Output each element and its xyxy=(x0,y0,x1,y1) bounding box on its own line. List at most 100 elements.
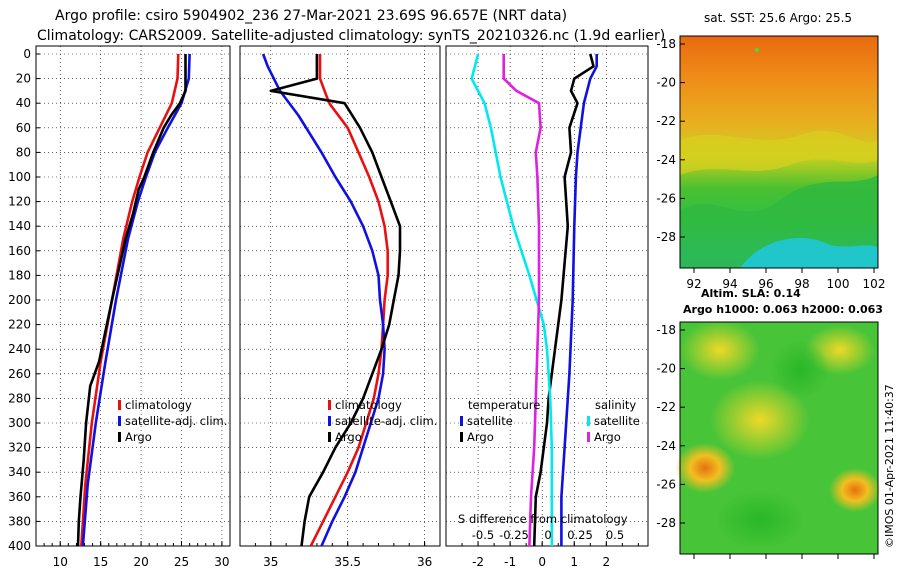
legend-swatch-temp-argo xyxy=(460,432,463,442)
legend-group-salinity: salinity xyxy=(595,398,636,412)
salinity-legend: climatology satellite-adj. clim. Argo xyxy=(328,398,437,444)
sla-yellow-patch xyxy=(710,380,810,460)
series-argo xyxy=(269,54,402,546)
series-temperature-argo xyxy=(532,53,595,546)
title-line-2: Climatology: CARS2009. Satellite-adjuste… xyxy=(37,28,665,44)
depth-tick-label: 240 xyxy=(8,342,31,356)
depth-tick-label: 220 xyxy=(8,318,31,332)
sst-map-frame xyxy=(679,35,879,269)
difference-xlabel: S difference from climatology xyxy=(458,512,628,526)
depth-tick-label: 60 xyxy=(16,121,31,135)
longitude-tick-label: 92 xyxy=(686,277,701,291)
latitude-tick-label: -26 xyxy=(656,191,676,205)
sla-map: Altim. SLA: 0.14 Argo h1000: 0.063 h2000… xyxy=(656,287,883,559)
depth-tick-label: 80 xyxy=(16,145,31,159)
temperature-panel: 10 15 20 25 30 xyxy=(35,45,231,569)
legend-temp-satellite: satellite xyxy=(467,414,513,428)
salinity-diff-tick-label: 0.25 xyxy=(567,528,593,542)
series-temperature-satellite xyxy=(560,54,599,546)
sla-orange-patch xyxy=(829,468,881,512)
depth-tick-label: 280 xyxy=(8,391,31,405)
salinity-diff-tick-label: -0.5 xyxy=(472,528,494,542)
legend-swatch-temp-satellite xyxy=(460,416,463,426)
argo-location-marker xyxy=(755,48,759,52)
depth-tick-label: 360 xyxy=(8,490,31,504)
depth-tick-label: 20 xyxy=(16,72,31,86)
legend-climatology: climatology xyxy=(335,398,402,412)
x-tick-label: -1 xyxy=(504,555,516,569)
imos-credit: ©IMOS 01-Apr-2021 11:40:37 xyxy=(883,384,896,548)
legend-swatch-climatology xyxy=(328,400,331,410)
depth-tick-label: 180 xyxy=(8,268,31,282)
series-climatology xyxy=(309,54,390,546)
depth-tick-label: 40 xyxy=(16,96,31,110)
series-salinity-satellite xyxy=(470,53,554,546)
sst-map-title: sat. SST: 25.6 Argo: 25.5 xyxy=(704,11,852,25)
series-argo xyxy=(76,54,187,546)
series-salinity-argo xyxy=(502,54,542,546)
sla-orange-patch xyxy=(675,443,735,493)
legend-group-temperature: temperature xyxy=(468,398,540,412)
legend-swatch-climatology xyxy=(118,400,121,410)
sla-yellow-patch xyxy=(680,320,760,380)
x-tick-label: 35.5 xyxy=(334,555,361,569)
depth-tick-label: 320 xyxy=(8,441,31,455)
legend-sal-satellite: satellite xyxy=(594,414,640,428)
sst-yellow-band xyxy=(680,130,878,175)
salinity-diff-tick-label: -0.25 xyxy=(499,528,529,542)
legend-swatch-sal-satellite xyxy=(587,416,590,426)
longitude-tick-label: 96 xyxy=(758,277,773,291)
x-tick-label: 36 xyxy=(417,555,432,569)
latitude-tick-label: -20 xyxy=(656,362,676,376)
x-tick-label: 15 xyxy=(93,555,108,569)
x-tick-label: 20 xyxy=(133,555,148,569)
legend-swatch-sal-argo xyxy=(587,432,590,442)
salinity-panel: 35 35.5 36 xyxy=(239,45,441,569)
depth-tick-label: 400 xyxy=(8,539,31,553)
sla-map-title-1: Altim. SLA: 0.14 xyxy=(701,287,801,300)
x-tick-label: 35 xyxy=(263,555,278,569)
x-tick-label: -2 xyxy=(472,555,484,569)
latitude-tick-label: -18 xyxy=(656,37,676,51)
title-line-1: Argo profile: csiro 5904902_236 27-Mar-2… xyxy=(55,8,567,24)
difference-panel: -2 -1 0 1 2 xyxy=(445,45,649,569)
latitude-tick-label: -24 xyxy=(656,439,676,453)
latitude-tick-label: -28 xyxy=(656,516,676,530)
legend-swatch-argo xyxy=(118,432,121,442)
longitude-tick-label: 100 xyxy=(827,277,850,291)
legend-temp-argo: Argo xyxy=(467,430,494,444)
latitude-tick-label: -24 xyxy=(656,153,676,167)
temperature-legend: climatology satellite-adj. clim. Argo xyxy=(118,398,227,444)
longitude-tick-label: 102 xyxy=(863,277,886,291)
sla-green-patch xyxy=(770,340,830,400)
legend-satellite: satellite-adj. clim. xyxy=(125,414,227,428)
legend-swatch-argo xyxy=(328,432,331,442)
legend-swatch-satellite xyxy=(328,416,331,426)
legend-sal-argo: Argo xyxy=(594,430,621,444)
legend-swatch-satellite xyxy=(118,416,121,426)
salinity-diff-ticks: -0.5 -0.25 0 0.25 0.5 xyxy=(472,528,624,542)
salinity-diff-tick-label: 0.5 xyxy=(606,528,624,542)
sst-cyan-patch xyxy=(740,238,878,268)
x-tick-label: 2 xyxy=(602,555,610,569)
depth-tick-label: 0 xyxy=(23,47,31,61)
latitude-tick-label: -28 xyxy=(656,230,676,244)
depth-tick-label: 340 xyxy=(8,465,31,479)
x-tick-label: 25 xyxy=(174,555,189,569)
latitude-tick-label: -20 xyxy=(656,76,676,90)
x-tick-label: 30 xyxy=(214,555,229,569)
latitude-tick-label: -22 xyxy=(656,114,676,128)
latitude-tick-label: -18 xyxy=(656,323,676,337)
series-climatology xyxy=(80,53,180,546)
legend-argo: Argo xyxy=(335,430,362,444)
x-tick-label: 0 xyxy=(538,555,546,569)
sst-map: sat. SST: 25.6 Argo: 25.5 -18 -20 -22 -24 -2… xyxy=(656,11,885,291)
depth-axis-labels: 0 20 40 60 80 100 120 140 160 180 200 220 240 260 280 3… xyxy=(8,47,40,553)
depth-tick-label: 100 xyxy=(8,170,31,184)
sla-green-patch xyxy=(715,490,805,550)
latitude-tick-label: -22 xyxy=(656,400,676,414)
depth-tick-label: 300 xyxy=(8,416,31,430)
sla-map-frame xyxy=(679,321,879,555)
depth-tick-label: 200 xyxy=(8,293,31,307)
series-satellite-adj-clim- xyxy=(261,53,386,546)
